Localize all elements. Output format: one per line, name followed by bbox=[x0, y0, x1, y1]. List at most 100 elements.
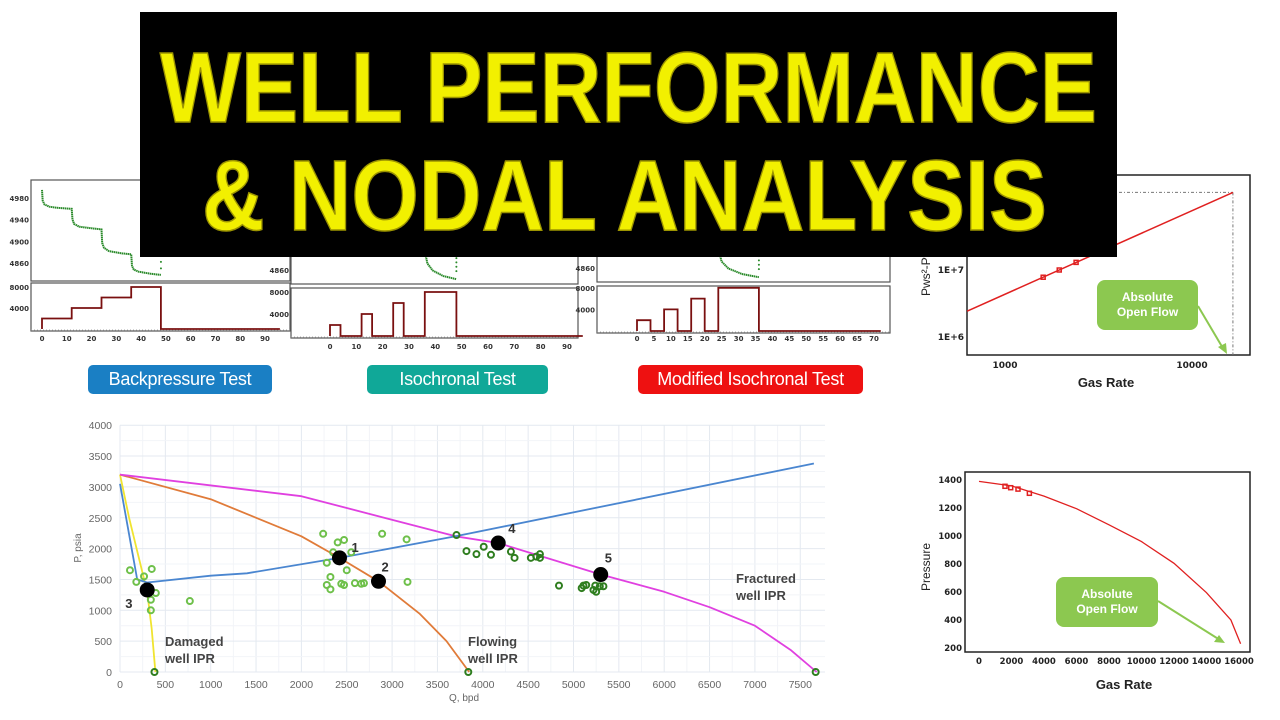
isochronal-x-tick: 0 bbox=[328, 343, 333, 351]
measured-point bbox=[472, 550, 481, 559]
ipr-x-tick: 1000 bbox=[199, 679, 223, 691]
ipr-x-tick: 4000 bbox=[471, 679, 495, 691]
ipr-y-tick: 4000 bbox=[89, 420, 113, 432]
pressure-x-tick: 10000 bbox=[1127, 657, 1157, 667]
modified-isochronal-x-tick: 70 bbox=[869, 335, 879, 343]
title-line-2: & NODAL ANALYSIS bbox=[202, 140, 1047, 252]
measured-point bbox=[322, 558, 331, 567]
isochronal-rate-panel bbox=[290, 287, 579, 339]
measured-point bbox=[506, 547, 515, 556]
ipr-x-tick: 6000 bbox=[653, 679, 677, 691]
pressure-x-tick: 16000 bbox=[1224, 657, 1254, 667]
modified-isochronal-x-tick: 0 bbox=[635, 335, 640, 343]
isochronal-x-tick: 90 bbox=[562, 343, 572, 351]
log-y-tick: 1E+7 bbox=[938, 266, 964, 276]
pressure-x-tick: 8000 bbox=[1097, 657, 1121, 667]
isochronal-rate-tick: 4000 bbox=[270, 311, 290, 319]
measured-point bbox=[479, 542, 488, 551]
title-line-1: WELL PERFORMANCE bbox=[160, 32, 1097, 144]
measured-point bbox=[347, 548, 356, 557]
operating-point bbox=[370, 573, 386, 589]
aof-arrowhead-log bbox=[1218, 343, 1227, 354]
backpressure-rate-tick: 8000 bbox=[10, 284, 30, 292]
isochronal-pressure-tick: 4860 bbox=[270, 267, 290, 275]
aof-arrow-log bbox=[1197, 305, 1225, 351]
log-x-tick: 10000 bbox=[1176, 361, 1207, 371]
modified-isochronal-rate-steps bbox=[636, 286, 881, 332]
backpressure-x-tick: 70 bbox=[211, 335, 221, 343]
measured-point bbox=[462, 547, 471, 556]
isochronal-buildup-dot bbox=[455, 257, 458, 260]
measured-point bbox=[554, 581, 563, 590]
modified-isochronal-x-tick: 20 bbox=[700, 335, 710, 343]
modified-isochronal-x-tick: 25 bbox=[717, 335, 727, 343]
pressure-x-tick: 0 bbox=[976, 657, 982, 667]
test-point bbox=[1007, 484, 1014, 491]
measured-point bbox=[132, 577, 141, 586]
measured-point bbox=[333, 538, 342, 547]
ipr-y-tick: 500 bbox=[94, 636, 112, 648]
isochronal-buildup-dot bbox=[455, 270, 458, 273]
measured-point bbox=[150, 668, 159, 676]
pressure-y-tick: 1000 bbox=[938, 532, 962, 542]
operating-point-label: 3 bbox=[125, 596, 132, 611]
backpressure-pressure-tick: 4860 bbox=[10, 260, 30, 268]
measured-point bbox=[342, 566, 351, 575]
isochronal-x-tick: 80 bbox=[536, 343, 546, 351]
test-point bbox=[1026, 490, 1033, 497]
measured-point bbox=[402, 535, 411, 544]
measured-point bbox=[326, 572, 335, 581]
measured-point bbox=[125, 566, 134, 575]
operating-point-label: 5 bbox=[605, 551, 612, 566]
ipr-x-axis-title: Q, bpd bbox=[449, 693, 479, 704]
modified-isochronal-pressure-tick: 4860 bbox=[576, 265, 596, 273]
ipr-x-tick: 6500 bbox=[698, 679, 722, 691]
isochronal-x-tick: 20 bbox=[378, 343, 388, 351]
pressure-x-axis-title: Gas Rate bbox=[1096, 677, 1152, 692]
ipr-x-tick: 5500 bbox=[607, 679, 631, 691]
title-svg: WELL PERFORMANCE & NODAL ANALYSIS bbox=[159, 31, 1098, 253]
modified-isochronal-x-tick: 45 bbox=[784, 335, 794, 343]
pressure-x-tick: 12000 bbox=[1159, 657, 1189, 667]
test-point bbox=[1073, 259, 1079, 266]
backpressure-x-tick: 90 bbox=[260, 335, 270, 343]
ipr-x-tick: 3500 bbox=[426, 679, 450, 691]
isochronal-rate-steps bbox=[329, 291, 583, 337]
backpressure-x-tick: 0 bbox=[40, 335, 45, 343]
ipr-x-tick: 3000 bbox=[380, 679, 404, 691]
fractured-well-ipr-curve bbox=[119, 473, 818, 673]
damaged-well-ipr-curve-label: Damaged bbox=[165, 634, 224, 649]
backpressure-x-tick: 60 bbox=[186, 335, 196, 343]
measured-point bbox=[319, 529, 328, 538]
ipr-x-tick: 2500 bbox=[335, 679, 359, 691]
modified-isochronal-rate-panel bbox=[596, 285, 891, 334]
measured-point bbox=[535, 553, 544, 562]
ipr-x-tick: 1500 bbox=[244, 679, 268, 691]
backpressure-buildup-dot bbox=[159, 260, 162, 263]
pressure-x-tick: 6000 bbox=[1065, 657, 1089, 667]
pressure-y-tick: 600 bbox=[944, 588, 962, 598]
measured-point bbox=[403, 577, 412, 586]
modified-isochronal-x-tick: 30 bbox=[734, 335, 744, 343]
ipr-x-tick: 2000 bbox=[290, 679, 314, 691]
log-y-axis-title: Pws²-Pw bbox=[919, 248, 933, 296]
pressure-y-tick: 800 bbox=[944, 560, 962, 570]
title-banner: WELL PERFORMANCE & NODAL ANALYSIS bbox=[140, 12, 1117, 257]
pressure-x-tick: 2000 bbox=[1000, 657, 1024, 667]
measured-point bbox=[592, 587, 601, 596]
ipr-y-tick: 3000 bbox=[89, 482, 113, 494]
measured-point bbox=[378, 529, 387, 538]
fractured-well-ipr-curve-label: Fractured bbox=[736, 571, 796, 586]
measured-point bbox=[535, 550, 544, 559]
ipr-x-tick: 4500 bbox=[516, 679, 540, 691]
operating-point-label: 1 bbox=[351, 540, 358, 555]
isochronal-x-tick: 50 bbox=[457, 343, 467, 351]
ipr-x-tick: 0 bbox=[117, 679, 123, 691]
modified-isochronal-rate-tick: 8000 bbox=[576, 285, 596, 293]
modified-isochronal-buildup-dot bbox=[757, 268, 760, 271]
backpressure-rate-tick: 4000 bbox=[10, 305, 30, 313]
modified-isochronal-x-tick: 40 bbox=[768, 335, 778, 343]
operating-point bbox=[331, 550, 347, 566]
pressure-x-tick: 4000 bbox=[1032, 657, 1056, 667]
modified-isochronal-x-tick: 35 bbox=[751, 335, 761, 343]
